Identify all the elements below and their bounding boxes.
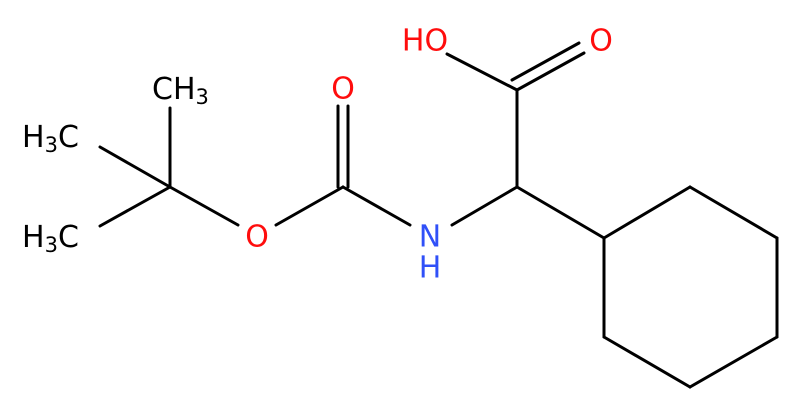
atom-text: C bbox=[58, 220, 79, 255]
atom-label: HO bbox=[402, 24, 448, 59]
subscript: 3 bbox=[196, 85, 209, 109]
bonds bbox=[98, 41, 779, 389]
atom-label: CH3 bbox=[152, 72, 209, 110]
atom-text: H bbox=[22, 120, 45, 155]
atom-text: H bbox=[22, 220, 45, 255]
atom-label: H3C bbox=[22, 220, 79, 258]
atom-text: C bbox=[58, 120, 79, 155]
atom-label: O bbox=[589, 24, 613, 59]
atom-label: O bbox=[245, 220, 269, 255]
atom-label: N bbox=[419, 220, 441, 255]
subscript: 3 bbox=[45, 133, 58, 157]
atom-label: H3C bbox=[22, 120, 79, 158]
atom-label: H bbox=[419, 251, 442, 286]
atom-label: O bbox=[331, 72, 355, 107]
atom-text: CH bbox=[152, 72, 196, 107]
subscript: 3 bbox=[45, 233, 58, 257]
